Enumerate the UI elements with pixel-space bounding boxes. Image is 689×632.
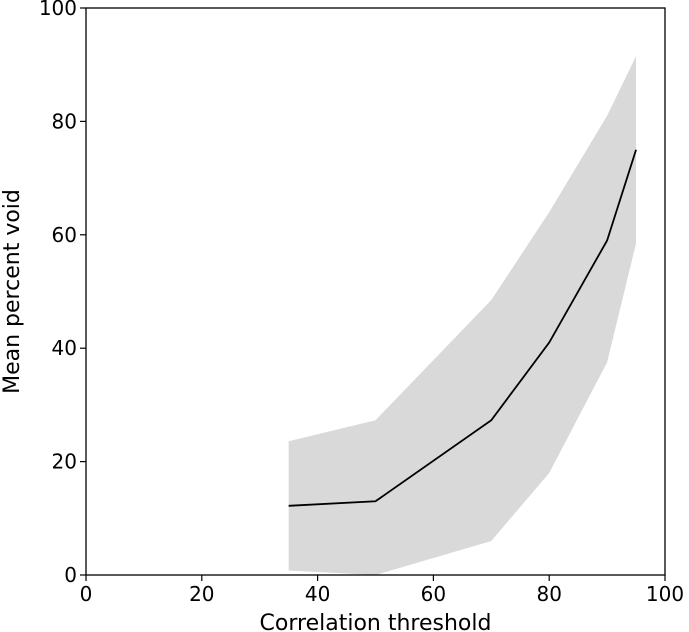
x-tick-label: 60 (421, 582, 446, 606)
x-tick-label: 80 (536, 582, 561, 606)
x-tick-label: 40 (305, 582, 330, 606)
y-tick-label: 0 (64, 563, 77, 587)
x-tick-label: 20 (189, 582, 214, 606)
x-axis-title: Correlation threshold (260, 611, 492, 632)
y-tick-label: 80 (52, 109, 77, 133)
x-tick-label: 0 (80, 582, 93, 606)
confidence-band (288, 56, 637, 575)
y-axis-title: Mean percent void (0, 189, 25, 394)
x-axis: 0 20 40 60 80 100 (80, 575, 684, 606)
y-tick-label: 100 (39, 0, 77, 20)
plot-frame (85, 7, 666, 576)
series-line (288, 149, 637, 507)
y-tick-label: 40 (52, 336, 77, 360)
y-tick-label: 60 (52, 223, 77, 247)
x-tick-label: 100 (646, 582, 684, 606)
y-axis: 0 20 40 60 80 100 (39, 0, 86, 587)
y-tick-label: 20 (52, 450, 77, 474)
